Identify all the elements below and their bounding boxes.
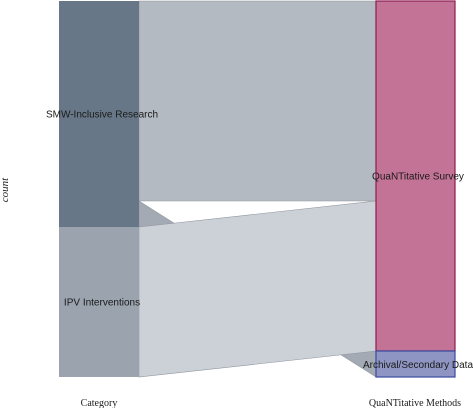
- x-axis-title-category: Category: [81, 398, 118, 408]
- node-label-quantitative-survey: QuaNTitative Survey: [372, 172, 464, 183]
- node-archival-secondary-data: [375, 350, 456, 378]
- node-layer: [59, 0, 456, 378]
- label-layer: SMW-Inclusive Research IPV Interventions Q…: [46, 110, 473, 372]
- node-label-archival-secondary-data: Archival/Secondary Data: [363, 360, 473, 371]
- y-axis-title: count: [0, 177, 11, 202]
- flow-layer: [138, 0, 377, 378]
- flow-smw-inclusive-research-to-quantitative-survey: [138, 0, 377, 202]
- node-ipv-interventions: [59, 227, 139, 377]
- node-label-smw-inclusive-research: SMW-Inclusive Research: [46, 110, 158, 121]
- flow-ipv-interventions-to-quantitative-survey: [138, 200, 377, 378]
- node-quantitative-survey: [375, 0, 456, 352]
- node-label-ipv-interventions: IPV Interventions: [64, 298, 140, 309]
- x-axis-title-methods: QuaNTitative Methods: [369, 398, 461, 408]
- node-smw-inclusive-research: [59, 1, 139, 227]
